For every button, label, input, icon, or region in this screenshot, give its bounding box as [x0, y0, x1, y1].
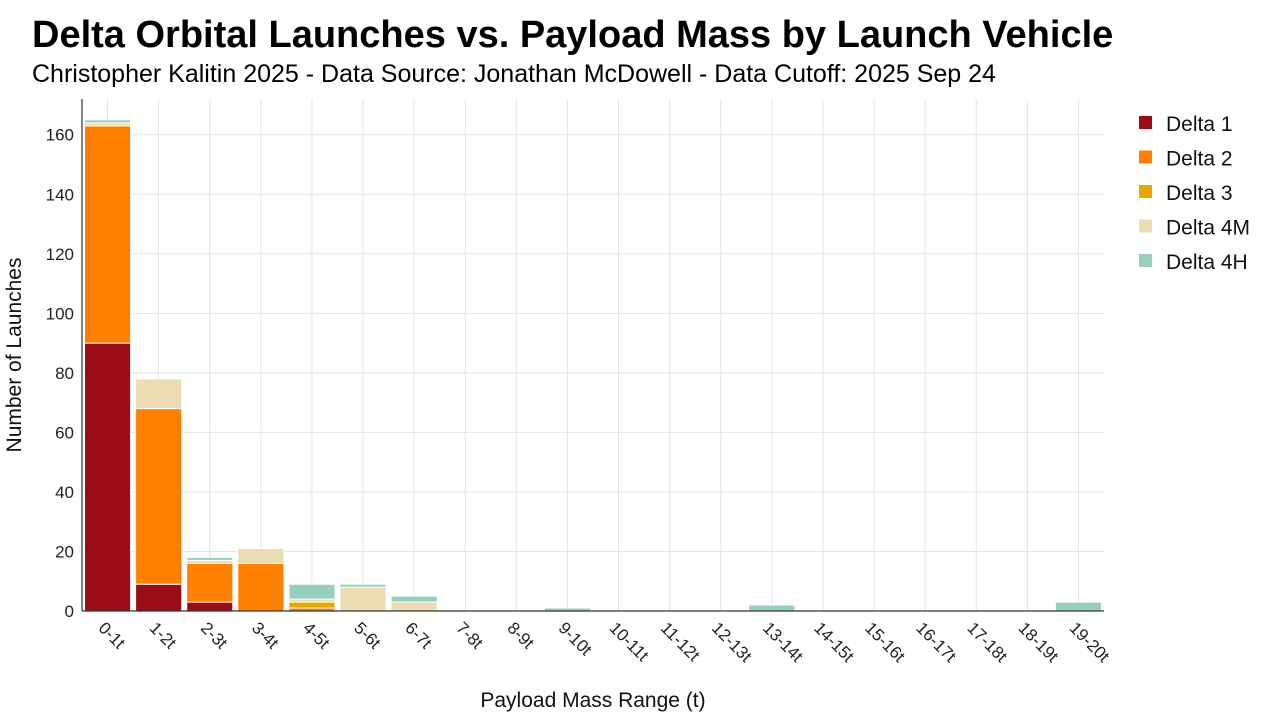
grid-layer — [82, 99, 1104, 611]
bar-segment-delta-3 — [288, 601, 336, 609]
x-tick-label: 8-9t — [504, 618, 538, 652]
x-axis-title: Payload Mass Range (t) — [480, 689, 705, 712]
x-tick-label: 10-11t — [606, 618, 653, 665]
x-tick-label: 1-2t — [146, 618, 180, 652]
x-tick-label: 4-5t — [299, 618, 333, 652]
legend-swatch — [1139, 150, 1152, 164]
legend-label: Delta 4M — [1166, 217, 1250, 240]
bar-segment-delta-4h — [84, 119, 132, 124]
legend-label: Delta 3 — [1166, 182, 1233, 205]
bar-segment-delta-4m — [339, 586, 387, 612]
x-tick-label: 15-16t — [861, 618, 909, 666]
x-tick-label: 13-14t — [759, 618, 807, 666]
chart-title: Delta Orbital Launches vs. Payload Mass … — [32, 14, 1114, 56]
x-tick-label: 9-10t — [555, 618, 596, 659]
legend-label: Delta 4H — [1166, 251, 1248, 274]
x-tick-label: 12-13t — [708, 618, 756, 666]
bar-segment-delta-4m — [390, 601, 438, 612]
y-tick-label: 100 — [46, 304, 74, 323]
bar-segment-delta-2 — [186, 562, 234, 603]
x-tick-label: 16-17t — [912, 618, 960, 666]
y-tick-label: 40 — [55, 483, 74, 502]
x-tick-label: 14-15t — [810, 618, 858, 666]
bars-layer — [84, 119, 1103, 612]
bar-segment-delta-1 — [186, 601, 234, 612]
y-tick-label: 60 — [55, 423, 74, 442]
bar-segment-delta-4m — [237, 547, 285, 564]
y-tick-label: 80 — [55, 364, 74, 383]
y-tick-label: 20 — [55, 542, 74, 561]
legend-swatch — [1139, 254, 1152, 267]
x-tick-label: 7-8t — [452, 618, 486, 652]
x-tick-label: 17-18t — [963, 618, 1011, 666]
legend-label: Delta 1 — [1166, 113, 1233, 136]
bar-segment-delta-4m — [135, 378, 183, 410]
x-tick-label: 5-6t — [350, 618, 384, 652]
y-tick-label: 0 — [65, 602, 74, 621]
bar-segment-delta-4h — [390, 595, 438, 603]
x-tick-label: 0-1t — [95, 618, 129, 652]
bar-segment-delta-4h — [339, 583, 387, 588]
legend-swatch — [1139, 116, 1152, 129]
x-tick-label: 18-19t — [1015, 618, 1063, 666]
bar-segment-delta-1 — [84, 342, 132, 612]
x-tick-label: 2-3t — [197, 618, 231, 652]
bar-segment-delta-4h — [748, 604, 796, 612]
y-tick-label: 140 — [46, 185, 74, 204]
bar-segment-delta-4h — [1054, 601, 1103, 612]
legend-label: Delta 2 — [1166, 148, 1233, 171]
legend: Delta 1 Delta 2 Delta 3 Delta 4M Delta 4H — [1139, 113, 1250, 274]
axes-layer — [81, 99, 1104, 612]
x-tick-label: 19-20t — [1066, 618, 1114, 666]
chart-subtitle: Christopher Kalitin 2025 - Data Source: … — [32, 60, 996, 88]
bar-segment-delta-4h — [288, 583, 336, 600]
legend-swatch — [1139, 185, 1152, 198]
bar-segment-delta-2 — [237, 562, 285, 612]
y-tick-label: 160 — [46, 126, 74, 145]
bar-segment-delta-2 — [135, 408, 183, 585]
bar-segment-delta-4h — [186, 556, 234, 561]
legend-swatch — [1139, 219, 1152, 233]
bar-segment-delta-2 — [84, 125, 132, 344]
y-tick-label: 120 — [46, 245, 74, 264]
bar-segment-delta-1 — [135, 583, 183, 612]
x-tick-label: 11-12t — [657, 618, 704, 665]
x-tick-label: 3-4t — [248, 618, 282, 652]
y-axis-title: Number of Launches — [3, 258, 26, 453]
x-tick-label: 6-7t — [401, 618, 435, 652]
